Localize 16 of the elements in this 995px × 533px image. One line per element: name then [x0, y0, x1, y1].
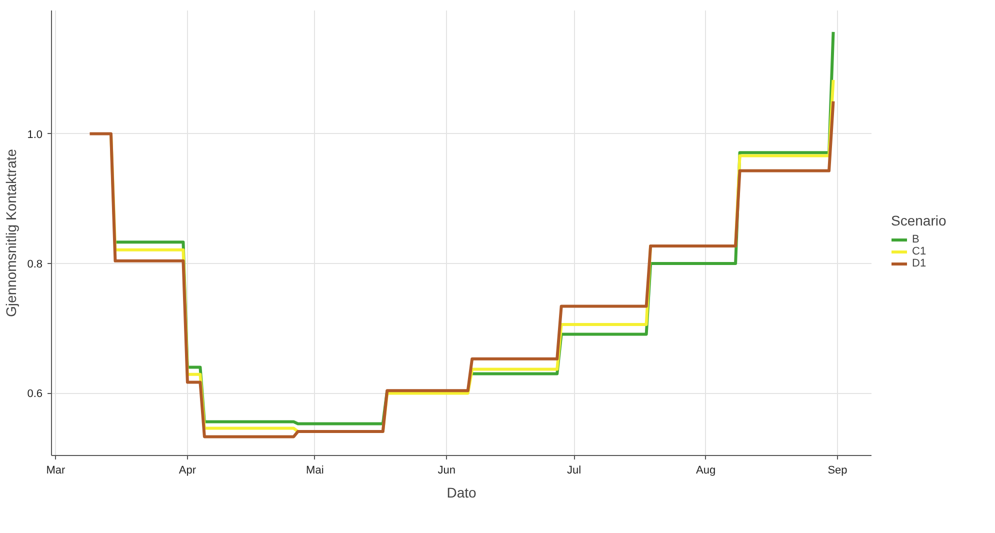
legend-title: Scenario [891, 212, 946, 228]
x-tick-label: Mai [306, 464, 324, 476]
legend-label: B [912, 234, 920, 246]
y-axis-title: Gjennomsnitlig Kontaktrate [3, 148, 20, 318]
y-tick-label: 1.0 [27, 128, 43, 141]
x-tick-label: Jun [438, 464, 456, 476]
x-tick-label: Jul [567, 464, 582, 476]
legend-label: C1 [912, 246, 928, 258]
x-tick-label: Mar [46, 464, 66, 476]
legend-label: D1 [912, 258, 928, 270]
y-tick-label: 0.6 [27, 388, 43, 400]
x-tick-label: Apr [178, 464, 196, 476]
x-tick-label: Aug [696, 464, 716, 476]
x-tick-label: Sep [828, 464, 848, 476]
x-axis-title: Dato [446, 484, 476, 500]
y-tick-label: 0.8 [27, 258, 43, 270]
